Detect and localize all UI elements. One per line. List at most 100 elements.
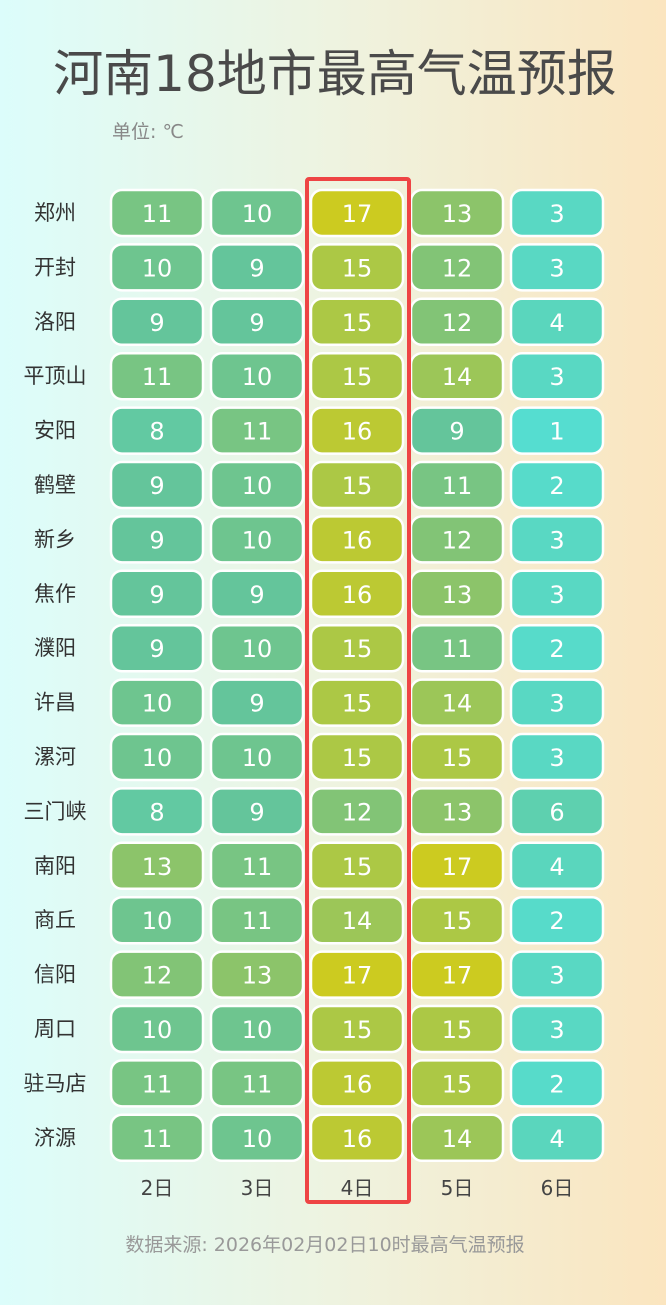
heat-cell <box>209 515 305 564</box>
cell-label: 4 <box>549 853 564 881</box>
heat-cell <box>309 351 405 401</box>
cell-label: 10 <box>142 254 173 282</box>
cell-label: 12 <box>442 526 473 554</box>
cell-label: 13 <box>442 798 473 826</box>
cell-label: 11 <box>442 635 473 663</box>
cell-label: 12 <box>442 309 473 337</box>
x-tick-label: 3日 <box>241 1176 274 1200</box>
cell-label: 11 <box>142 363 173 391</box>
heat-cell <box>209 623 305 673</box>
heat-cell <box>509 841 605 891</box>
row-label: 新乡 <box>34 527 76 551</box>
cell-label: 12 <box>142 962 173 990</box>
heat-cell <box>109 623 205 673</box>
heat-cell <box>509 460 605 510</box>
heat-cell <box>509 1113 605 1163</box>
cell-label: 9 <box>249 581 264 609</box>
heat-cell <box>309 1004 405 1054</box>
cell-label: 15 <box>342 363 373 391</box>
heat-cell <box>109 243 205 292</box>
heat-cell <box>309 1059 405 1108</box>
highlight-box <box>305 177 411 1204</box>
cell-label: 10 <box>242 200 273 228</box>
cell-label: 15 <box>342 472 373 500</box>
cell-label: 3 <box>549 363 564 391</box>
cell-label: 3 <box>549 200 564 228</box>
cell-label: 13 <box>442 581 473 609</box>
heat-cell <box>309 678 405 727</box>
cell-label: 9 <box>149 526 164 554</box>
cell-label: 10 <box>142 744 173 772</box>
cell-label: 17 <box>442 853 473 881</box>
cell-label: 3 <box>549 526 564 554</box>
cell-label: 10 <box>242 526 273 554</box>
cell-label: 16 <box>342 526 373 554</box>
cell-label: 11 <box>142 1070 173 1098</box>
row-label: 南阳 <box>34 854 76 878</box>
heat-cell <box>509 297 605 347</box>
unit-label: 单位: ℃ <box>112 121 184 143</box>
cell-label: 2 <box>549 472 564 500</box>
heat-cell <box>109 406 205 455</box>
cell-label: 14 <box>342 907 373 935</box>
cell-label: 16 <box>342 418 373 446</box>
cell-label: 13 <box>442 200 473 228</box>
heat-cell <box>109 841 205 891</box>
cell-label: 12 <box>342 798 373 826</box>
heat-cell <box>209 732 305 782</box>
heat-cell <box>209 569 305 619</box>
heat-cell <box>109 460 205 510</box>
heat-cell <box>509 678 605 727</box>
row-label: 鹤壁 <box>34 473 76 497</box>
heat-cell <box>309 732 405 782</box>
cell-label: 9 <box>149 581 164 609</box>
heat-cell <box>509 623 605 673</box>
cell-label: 3 <box>549 744 564 772</box>
cell-label: 6 <box>549 798 564 826</box>
cell-label: 17 <box>342 200 373 228</box>
cell-label: 15 <box>342 635 373 663</box>
heat-cell <box>509 406 605 455</box>
heat-cell <box>209 188 305 238</box>
heat-cell <box>209 297 305 347</box>
cell-label: 17 <box>342 962 373 990</box>
heat-cell <box>509 243 605 292</box>
heat-cell <box>209 351 305 401</box>
heat-cell <box>509 787 605 836</box>
chart-title: 河南18地市最高气温预报 <box>53 45 617 103</box>
cell-label: 10 <box>242 1016 273 1044</box>
heat-cell <box>209 1059 305 1108</box>
cell-label: 3 <box>549 690 564 718</box>
row-label: 平顶山 <box>24 364 87 388</box>
row-label: 漯河 <box>34 745 76 769</box>
x-tick-label: 2日 <box>141 1176 174 1200</box>
heat-cell <box>109 351 205 401</box>
cell-label: 3 <box>549 581 564 609</box>
cell-label: 3 <box>549 962 564 990</box>
cell-label: 15 <box>342 1016 373 1044</box>
heat-cell <box>509 1004 605 1054</box>
heat-cell <box>209 678 305 727</box>
cell-label: 10 <box>242 744 273 772</box>
cell-label: 9 <box>149 472 164 500</box>
heat-cell <box>509 732 605 782</box>
heat-cell <box>309 1113 405 1163</box>
heat-cell <box>509 569 605 619</box>
row-label: 济源 <box>34 1126 76 1150</box>
heat-cell <box>209 406 305 455</box>
cell-label: 2 <box>549 635 564 663</box>
cell-label: 12 <box>442 254 473 282</box>
heat-cell <box>209 243 305 292</box>
cell-label: 9 <box>449 418 464 446</box>
cell-label: 4 <box>549 309 564 337</box>
cell-label: 15 <box>442 1070 473 1098</box>
cell-label: 15 <box>342 254 373 282</box>
row-label: 周口 <box>34 1017 76 1041</box>
heat-cell <box>209 787 305 836</box>
heat-cell <box>209 841 305 891</box>
cell-label: 4 <box>549 1125 564 1153</box>
heat-cell <box>309 188 405 238</box>
heat-cell <box>109 732 205 782</box>
heat-cell <box>509 895 605 945</box>
cell-label: 8 <box>149 418 164 446</box>
